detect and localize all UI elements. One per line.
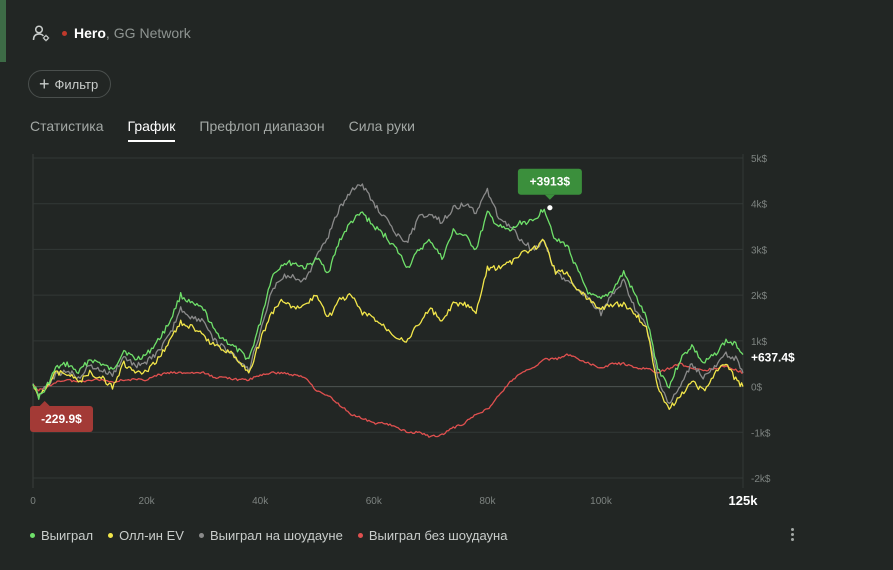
chart-svg: 5k$ 4k$ 3k$ 2k$ 1k$ 0$ -1k$ -2k$ 0 20k 40k 60k 80k 10… bbox=[30, 154, 795, 508]
tab-statistics[interactable]: Статистика bbox=[30, 118, 104, 134]
x-tick-label: 80k bbox=[479, 496, 496, 507]
x-tick-label: 40k bbox=[252, 496, 269, 507]
chart-legend: Выиграл Олл-ин EV Выиграл на шоудауне Вы… bbox=[30, 528, 522, 543]
x-tick-label: 60k bbox=[366, 496, 383, 507]
network-name: GG Network bbox=[113, 25, 191, 41]
legend-dot-showdown bbox=[198, 533, 204, 538]
tab-preflop-range[interactable]: Префлоп диапазон bbox=[199, 118, 325, 134]
legend-dot-non-showdown bbox=[357, 533, 363, 538]
y-tick-label: 0$ bbox=[751, 383, 763, 394]
legend-label-showdown: Выиграл на шоудауне bbox=[209, 528, 343, 543]
player-header: Hero , GG Network bbox=[32, 22, 191, 44]
max-badge-arrow bbox=[544, 194, 555, 200]
tab-bar: Статистика График Префлоп диапазон Сила … bbox=[30, 118, 439, 142]
max-badge bbox=[517, 168, 582, 195]
end-value-label: +637.4$ bbox=[751, 350, 795, 364]
series-line-non_showdown bbox=[32, 353, 744, 438]
x-tick-label: 100k bbox=[590, 496, 613, 507]
y-tick-label: -1k$ bbox=[751, 428, 771, 439]
player-settings-icon[interactable] bbox=[32, 24, 50, 42]
x-end-label: 125k bbox=[729, 493, 759, 508]
y-tick-label: 1k$ bbox=[751, 337, 768, 348]
filter-label: Фильтр bbox=[54, 76, 99, 92]
legend-label-allin-ev: Олл-ин EV bbox=[119, 528, 184, 543]
series-line-won bbox=[32, 208, 744, 400]
graph-chart: 5k$ 4k$ 3k$ 2k$ 1k$ 0$ -1k$ -2k$ 0 20k 40k 60k 80k 10… bbox=[30, 148, 878, 508]
header-separator: , bbox=[105, 25, 110, 41]
y-tick-label: 4k$ bbox=[751, 200, 768, 211]
min-badge-arrow bbox=[39, 401, 50, 406]
x-tick-label: 0 bbox=[30, 496, 36, 507]
y-tick-label: -2k$ bbox=[751, 474, 771, 485]
legend-dot-won bbox=[30, 533, 35, 538]
tab-hand-strength[interactable]: Сила руки bbox=[348, 118, 415, 134]
series-line-showdown bbox=[32, 183, 744, 404]
filter-button[interactable]: + Фильтр bbox=[28, 70, 112, 98]
x-tick-label: 20k bbox=[139, 496, 156, 507]
min-badge-label: -229.9$ bbox=[41, 412, 82, 426]
plus-icon: + bbox=[39, 74, 50, 94]
y-tick-label: 2k$ bbox=[751, 291, 768, 302]
legend-label-won: Выиграл bbox=[41, 528, 94, 543]
max-point-marker bbox=[547, 205, 553, 211]
max-badge-label: +3913$ bbox=[530, 175, 571, 189]
legend-dot-allin-ev bbox=[108, 533, 114, 538]
accent-bar bbox=[0, 0, 6, 62]
player-name: Hero bbox=[74, 25, 106, 41]
legend-item-won[interactable]: Выиграл bbox=[30, 528, 93, 543]
y-tick-label: 5k$ bbox=[751, 154, 768, 165]
series-line-allin_ev bbox=[32, 238, 744, 410]
more-options-icon[interactable] bbox=[786, 524, 798, 544]
tab-graph[interactable]: График bbox=[127, 118, 176, 142]
min-badge bbox=[30, 406, 93, 432]
status-dot bbox=[62, 30, 67, 36]
legend-item-allin-ev[interactable]: Олл-ин EV bbox=[108, 528, 184, 543]
y-tick-label: 3k$ bbox=[751, 245, 768, 256]
legend-label-non-showdown: Выиграл без шоудауна bbox=[368, 528, 508, 543]
legend-item-showdown[interactable]: Выиграл на шоудауне bbox=[198, 528, 343, 543]
legend-item-non-showdown[interactable]: Выиграл без шоудауна bbox=[357, 528, 508, 543]
